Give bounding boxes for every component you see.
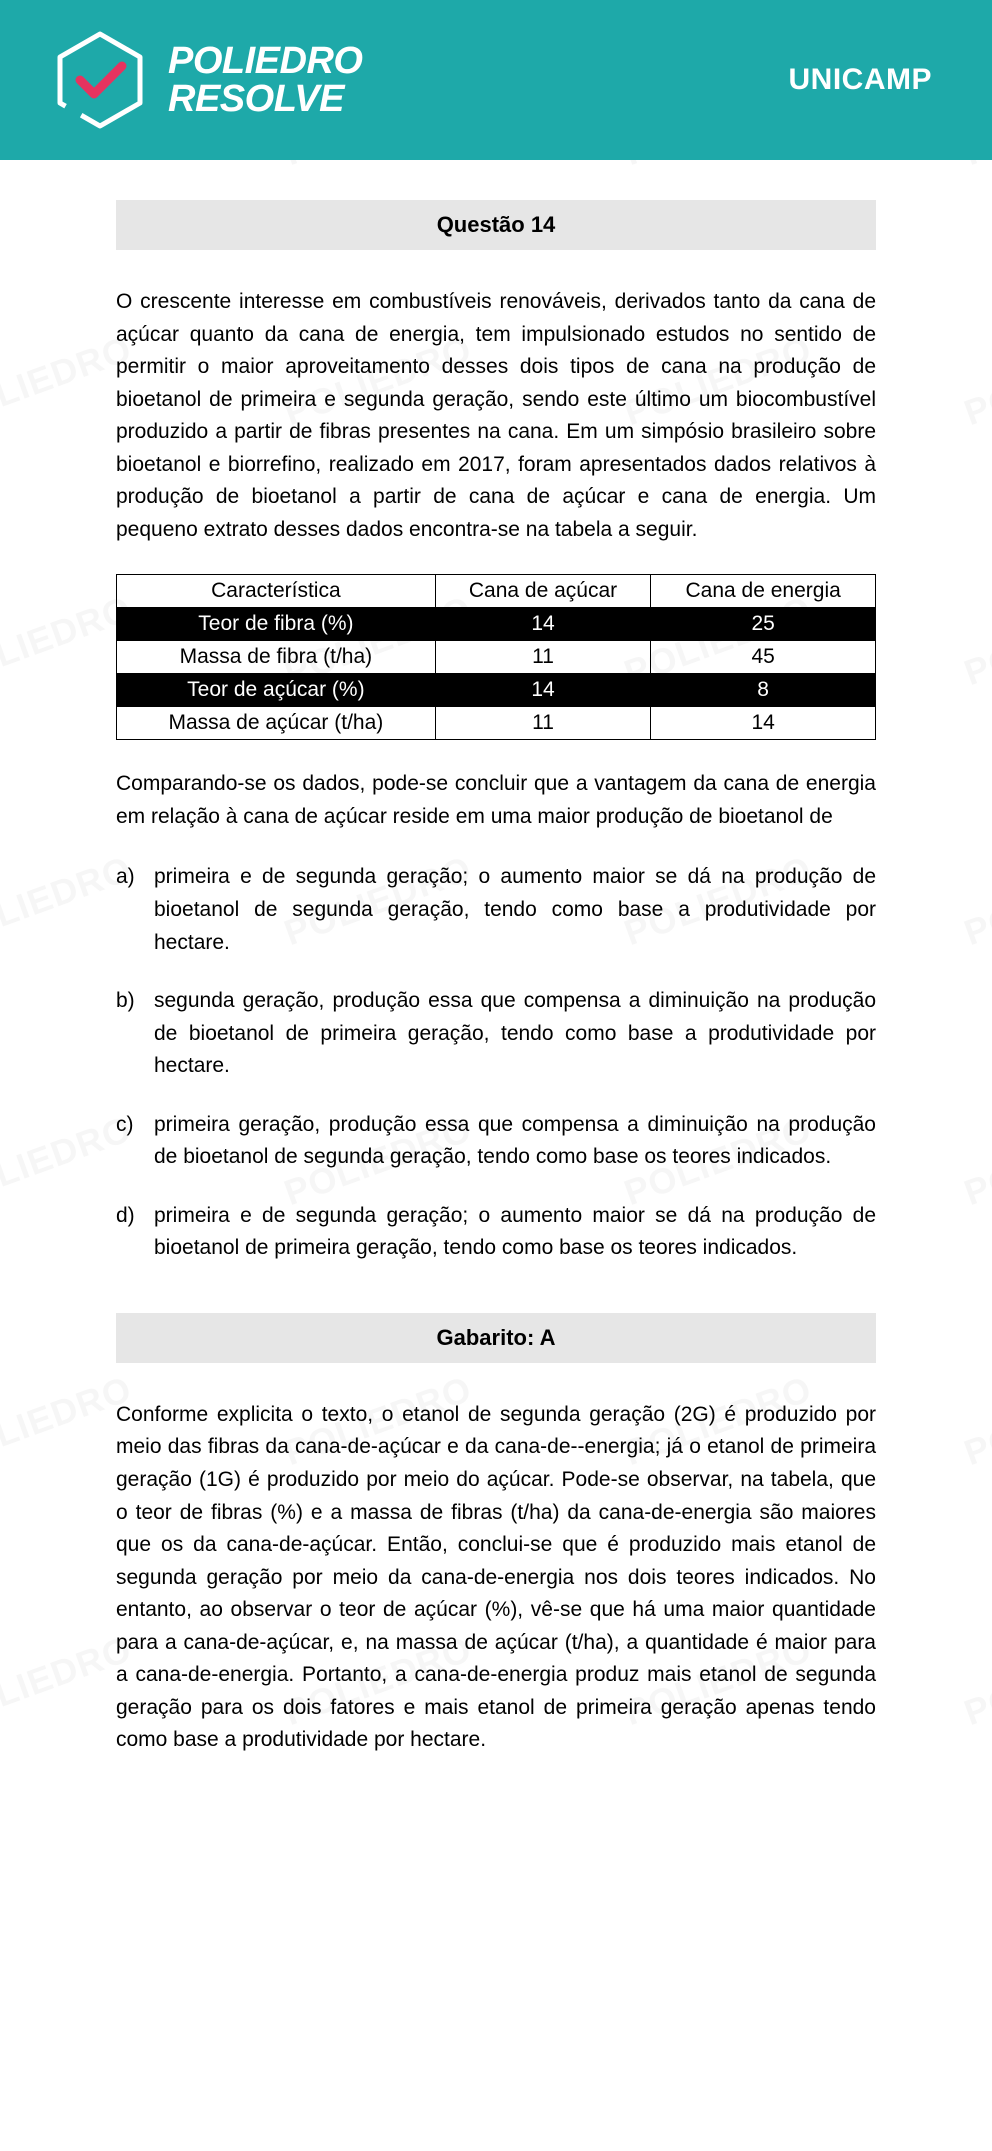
th-cana-acucar: Cana de açúcar xyxy=(435,575,651,608)
watermark-text: POLIEDRO xyxy=(959,848,992,955)
alt-label: b) xyxy=(116,985,144,1083)
th-carac: Característica xyxy=(117,575,436,608)
watermark-text: POLIEDRO xyxy=(959,1628,992,1735)
cell-label: Massa de fibra (t/ha) xyxy=(117,641,436,674)
brand-line2: RESOLVE xyxy=(168,80,362,118)
cell-a: 11 xyxy=(435,707,651,740)
data-table: Característica Cana de açúcar Cana de en… xyxy=(116,574,876,740)
hexagon-check-icon xyxy=(50,30,150,130)
alt-text: primeira geração, produção essa que comp… xyxy=(154,1109,876,1174)
cell-a: 14 xyxy=(435,608,651,641)
alt-text: primeira e de segunda geração; o aumento… xyxy=(154,1200,876,1265)
exam-name: UNICAMP xyxy=(789,63,933,97)
cell-label: Massa de açúcar (t/ha) xyxy=(117,707,436,740)
cell-b: 8 xyxy=(651,674,876,707)
table-row: Teor de açúcar (%)148 xyxy=(117,674,876,707)
question-intro: O crescente interesse em combustíveis re… xyxy=(116,286,876,546)
brand-logo: POLIEDRO RESOLVE xyxy=(50,30,362,130)
alternative: d)primeira e de segunda geração; o aumen… xyxy=(116,1200,876,1265)
page-header: POLIEDRO RESOLVE UNICAMP xyxy=(0,0,992,160)
answer-explanation: Conforme explicita o texto, o etanol de … xyxy=(116,1399,876,1757)
brand-line1: POLIEDRO xyxy=(168,42,362,80)
table-row: Massa de açúcar (t/ha)1114 xyxy=(117,707,876,740)
th-cana-energia: Cana de energia xyxy=(651,575,876,608)
alt-text: segunda geração, produção essa que compe… xyxy=(154,985,876,1083)
cell-a: 14 xyxy=(435,674,651,707)
cell-b: 45 xyxy=(651,641,876,674)
table-row: Teor de fibra (%)1425 xyxy=(117,608,876,641)
watermark-text: POLIEDRO xyxy=(959,588,992,695)
watermark-text: POLIEDRO xyxy=(959,1108,992,1215)
question-title: Questão 14 xyxy=(116,200,876,250)
cell-b: 14 xyxy=(651,707,876,740)
alternative: a)primeira e de segunda geração; o aumen… xyxy=(116,861,876,959)
alternatives-list: a)primeira e de segunda geração; o aumen… xyxy=(116,861,876,1264)
alternative: c)primeira geração, produção essa que co… xyxy=(116,1109,876,1174)
cell-b: 25 xyxy=(651,608,876,641)
cell-label: Teor de fibra (%) xyxy=(117,608,436,641)
table-header-row: Característica Cana de açúcar Cana de en… xyxy=(117,575,876,608)
brand-name: POLIEDRO RESOLVE xyxy=(168,42,362,118)
alt-label: d) xyxy=(116,1200,144,1265)
watermark-text: POLIEDRO xyxy=(959,328,992,435)
cell-label: Teor de açúcar (%) xyxy=(117,674,436,707)
alt-label: c) xyxy=(116,1109,144,1174)
question-stem: Comparando-se os dados, pode-se concluir… xyxy=(116,768,876,833)
answer-title: Gabarito: A xyxy=(116,1313,876,1363)
cell-a: 11 xyxy=(435,641,651,674)
alternative: b)segunda geração, produção essa que com… xyxy=(116,985,876,1083)
alt-text: primeira e de segunda geração; o aumento… xyxy=(154,861,876,959)
table-row: Massa de fibra (t/ha)1145 xyxy=(117,641,876,674)
page-content: Questão 14 O crescente interesse em comb… xyxy=(116,200,876,1757)
watermark-text: POLIEDRO xyxy=(959,1368,992,1475)
alt-label: a) xyxy=(116,861,144,959)
